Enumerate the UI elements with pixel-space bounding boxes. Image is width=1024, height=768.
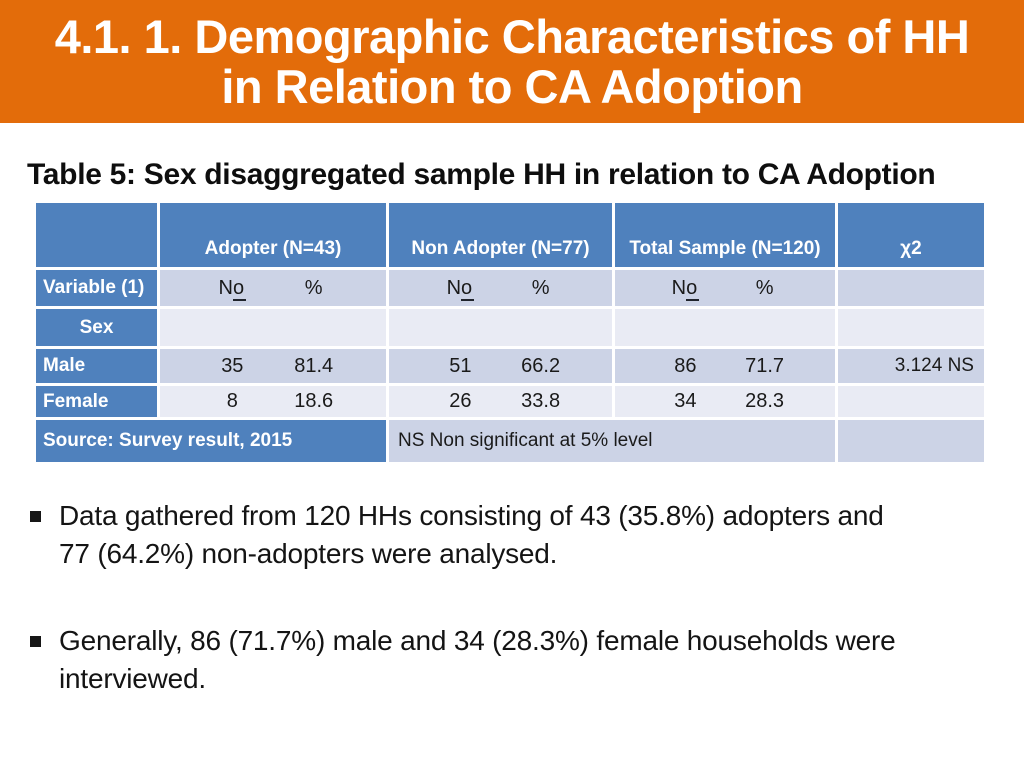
table-section-row: Sex [36,309,984,346]
bullet-2-text: Generally, 86 (71.7%) male and 34 (28.3%… [59,622,896,698]
no-label-n: N [671,276,687,299]
no-label-n: N [446,276,462,299]
sex-disaggregation-table: Adopter (N=43) Non Adopter (N=77) Total … [33,200,987,465]
female-adopter-cell: 8 18.6 [160,386,386,417]
female-adopter-no: 8 [226,390,238,412]
table-footer-row: Source: Survey result, 2015 NS Non signi… [36,420,984,462]
bullet-1-line-1: Data gathered from 120 HHs consisting of… [59,500,884,531]
source-note: Source: Survey result, 2015 [36,420,386,462]
slide-title: 4.1. 1. Demographic Characteristics of H… [54,10,970,113]
female-total-pct: 28.3 [745,390,785,412]
square-bullet-icon [30,636,41,647]
bullet-item-2: Generally, 86 (71.7%) male and 34 (28.3%… [30,622,1000,698]
ns-footnote: NS Non significant at 5% level [389,420,835,462]
pct-column-label: % [755,276,774,299]
female-adopter-pct: 18.6 [294,390,334,412]
chi-subheader-cell [838,270,984,306]
square-bullet-icon [30,511,41,522]
empty-cell [160,309,386,346]
bullet-1-line-2: 77 (64.2%) non-adopters were analysed. [59,538,558,569]
no-column-label: No [420,276,500,301]
row-label-female: Female [36,386,157,417]
no-label-o: o [232,276,247,301]
pct-column-label: % [531,276,550,299]
male-adopter-cell: 35 81.4 [160,349,386,383]
male-adopter-pct: 81.4 [294,354,334,377]
no-label-o: o [686,276,700,301]
female-total-no: 34 [674,390,697,412]
male-adopter-no: 35 [221,354,244,377]
row-label-male: Male [36,349,157,383]
table-subheader-row: Variable (1) No % No % No % [36,270,984,306]
table-row-female: Female 8 18.6 26 33.8 34 28.3 [36,386,984,417]
empty-cell [838,309,984,346]
empty-cell [615,309,835,346]
adopter-subheader-cell: No % [160,270,386,306]
female-total-cell: 34 28.3 [615,386,835,417]
empty-cell [838,420,984,462]
table-caption: Table 5: Sex disaggregated sample HH in … [27,158,936,191]
bullet-2-line-1: Generally, 86 (71.7%) male and 34 (28.3%… [59,625,896,656]
total-subheader-cell: No % [615,270,835,306]
male-non-adopter-no: 51 [449,354,472,377]
slide-title-band: 4.1. 1. Demographic Characteristics of H… [0,0,1024,123]
header-cell-total-sample: Total Sample (N=120) [615,203,835,267]
header-cell-non-adopter: Non Adopter (N=77) [389,203,612,267]
female-non-adopter-cell: 26 33.8 [389,386,612,417]
non-adopter-subheader-cell: No % [389,270,612,306]
empty-cell [389,309,612,346]
table-header-row: Adopter (N=43) Non Adopter (N=77) Total … [36,203,984,267]
no-column-label: No [192,276,273,301]
bullet-list: Data gathered from 120 HHs consisting of… [30,497,1000,747]
row-label-variable: Variable (1) [36,270,157,306]
male-total-pct: 71.7 [745,354,785,377]
bullet-1-text: Data gathered from 120 HHs consisting of… [59,497,884,573]
row-label-sex: Sex [36,309,157,346]
male-non-adopter-pct: 66.2 [521,354,561,377]
bullet-2-line-2: interviewed. [59,663,207,694]
male-total-cell: 86 71.7 [615,349,835,383]
female-non-adopter-pct: 33.8 [521,390,561,412]
table-row-male: Male 35 81.4 51 66.2 86 71.7 3.124 NS [36,349,984,383]
no-label-n: N [218,276,233,299]
header-cell-empty [36,203,157,267]
pct-column-label: % [304,276,323,299]
no-column-label: No [646,276,725,301]
header-cell-chi-square: χ2 [838,203,984,267]
male-non-adopter-cell: 51 66.2 [389,349,612,383]
female-non-adopter-no: 26 [449,390,472,412]
female-chi-square-value [838,386,984,417]
bullet-item-1: Data gathered from 120 HHs consisting of… [30,497,1000,573]
no-label-o: o [461,276,475,301]
male-total-no: 86 [674,354,697,377]
header-cell-adopter: Adopter (N=43) [160,203,386,267]
male-chi-square-value: 3.124 NS [838,349,984,383]
